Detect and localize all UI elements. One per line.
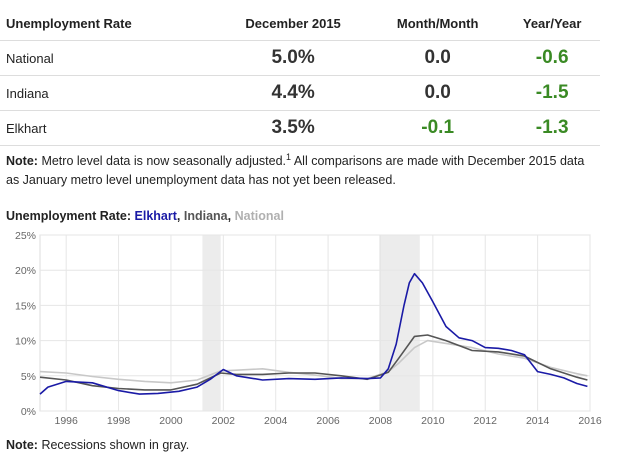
table-header-row: Unemployment Rate December 2015 Month/Mo… (0, 6, 600, 41)
table-row-indiana: Indiana 4.4% 0.0 -1.5 (0, 75, 600, 111)
x-tick-label: 2010 (421, 415, 445, 427)
note-label: Note: (6, 154, 38, 168)
header-mom: Month/Month (371, 6, 505, 41)
legend-national[interactable]: National (234, 209, 284, 223)
month-change: 0.0 (371, 40, 505, 76)
x-tick-label: 2002 (212, 415, 236, 427)
legend-sep: , (227, 209, 232, 223)
x-tick-label: 2008 (369, 415, 393, 427)
year-change: -1.3 (504, 110, 600, 146)
y-tick-label: 0% (21, 406, 36, 418)
table-row-elkhart: Elkhart 3.5% -0.1 -1.3 (0, 110, 600, 146)
row-label: Elkhart (0, 110, 216, 146)
x-tick-label: 1996 (55, 415, 79, 427)
legend-elkhart[interactable]: Elkhart (134, 209, 177, 223)
unemployment-line-chart: 0% 5% 10% 15% 20% 25% 1996 1998 2000 2002 2004 2006… (15, 230, 602, 427)
header-yoy: Year/Year (504, 6, 600, 41)
summary-table: Unemployment Rate December 2015 Month/Mo… (0, 6, 600, 146)
table-row-national: National 5.0% 0.0 -0.6 (0, 40, 600, 76)
chart-title: Unemployment Rate: Elkhart, Indiana, Nat… (6, 209, 284, 223)
y-tick-label: 5% (21, 371, 36, 383)
series-line-indiana (39, 334, 588, 391)
year-change: -0.6 (504, 40, 600, 76)
x-tick-label: 2014 (526, 415, 550, 427)
year-change: -1.5 (504, 75, 600, 111)
x-tick-label: 2006 (316, 415, 340, 427)
note-text: Metro level data is now seasonally adjus… (41, 154, 287, 168)
seasonal-note: Note: Metro level data is now seasonally… (6, 152, 596, 190)
recession-band (379, 235, 420, 411)
y-tick-label: 10% (15, 336, 36, 348)
recession-band (202, 235, 221, 411)
legend-indiana[interactable]: Indiana (183, 209, 228, 223)
row-label: Indiana (0, 75, 216, 111)
current-rate: 4.4% (215, 75, 372, 111)
current-rate: 3.5% (215, 110, 372, 146)
recession-note: Note: Recessions shown in gray. (6, 438, 189, 452)
current-rate: 5.0% (215, 40, 372, 76)
x-tick-label: 1998 (107, 415, 131, 427)
series-line-elkhart (39, 272, 588, 395)
footnote-link[interactable]: 1 (286, 151, 292, 162)
header-period: December 2015 (215, 6, 372, 41)
month-change: -0.1 (371, 110, 505, 146)
x-tick-label: 2012 (474, 415, 498, 427)
plot-area (39, 234, 591, 412)
legend-sep: , (176, 209, 181, 223)
header-rate: Unemployment Rate (0, 6, 216, 41)
y-tick-label: 25% (15, 230, 36, 242)
month-change: 0.0 (371, 75, 505, 111)
note-text: Recessions shown in gray. (41, 438, 190, 452)
note-text-2: All comparisons are made with December 2… (6, 154, 585, 187)
row-label: National (0, 40, 216, 76)
y-tick-label: 20% (15, 265, 36, 277)
chart-title-prefix: Unemployment Rate: (6, 209, 132, 223)
x-tick-label: 2000 (159, 415, 183, 427)
note-label: Note: (6, 438, 38, 452)
y-tick-label: 15% (15, 300, 36, 312)
x-tick-label: 2004 (264, 415, 288, 427)
x-tick-label: 2016 (578, 415, 602, 427)
